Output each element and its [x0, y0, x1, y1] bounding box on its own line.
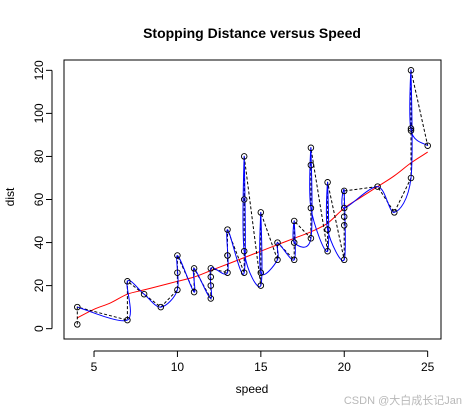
data-point: [157, 303, 165, 311]
x-tick-label: 25: [421, 360, 435, 374]
data-point: [324, 179, 331, 186]
data-point: [340, 187, 348, 195]
data-point: [391, 209, 398, 216]
trend-line: [77, 151, 428, 319]
data-point: [174, 252, 181, 259]
data-point: [224, 226, 231, 233]
data-point: [290, 256, 298, 264]
y-axis-label: dist: [3, 187, 17, 206]
watermark: CSDN @大白成长记Jan: [344, 393, 462, 407]
data-point: [190, 288, 198, 296]
data-point: [74, 321, 81, 328]
data-point: [340, 256, 348, 264]
data-point: [207, 295, 215, 302]
data-point: [190, 265, 198, 272]
data-point: [240, 153, 248, 160]
x-tick-label: 5: [91, 360, 98, 374]
data-point: [340, 204, 348, 212]
axes-layer: 5 10 15 20 25 0 20 40 60 80 100 120: [32, 60, 435, 374]
data-point: [407, 127, 415, 134]
x-tick-label: 15: [254, 360, 268, 374]
data-point: [257, 269, 265, 276]
data-point: [140, 290, 148, 298]
data-point: [290, 217, 298, 225]
data-point: [124, 316, 131, 324]
y-tick-label: 100: [32, 103, 46, 123]
data-point: [240, 247, 248, 255]
x-axis-label: speed: [236, 382, 269, 396]
data-point: [207, 282, 215, 289]
y-tick-label: 40: [32, 236, 46, 250]
data-point: [340, 213, 348, 220]
data-point: [240, 269, 248, 276]
data-point: [240, 196, 248, 203]
data-point: [207, 273, 215, 281]
data-point: [307, 235, 315, 242]
data-point: [407, 125, 415, 132]
data-point: [307, 204, 315, 212]
points-layer: [74, 67, 431, 328]
data-point: [274, 239, 281, 246]
data-point: [407, 174, 415, 182]
data-point: [307, 144, 315, 152]
y-tick-label: 80: [32, 149, 46, 163]
data-point: [424, 142, 431, 149]
data-point: [407, 67, 415, 74]
x-tick-label: 20: [338, 360, 352, 374]
data-point: [174, 286, 181, 294]
data-point: [224, 269, 231, 276]
data-point: [207, 265, 215, 272]
y-tick-label: 0: [32, 325, 46, 332]
data-point: [274, 256, 281, 264]
x-tick-label: 10: [171, 360, 185, 374]
chart-title: Stopping Distance versus Speed: [143, 25, 361, 41]
data-point: [257, 209, 265, 216]
data-point: [224, 252, 231, 259]
y-tick-label: 120: [32, 60, 46, 80]
data-point: [174, 269, 181, 276]
data-point: [124, 278, 131, 285]
plot-frame: [63, 59, 442, 340]
data-point: [257, 282, 265, 289]
y-tick-label: 20: [32, 279, 46, 293]
data-point: [340, 222, 348, 229]
y-tick-label: 60: [32, 193, 46, 207]
data-point: [74, 303, 81, 311]
data-point: [307, 161, 315, 169]
data-point: [324, 226, 331, 233]
data-point: [290, 239, 298, 246]
data-point: [324, 247, 331, 255]
data-point: [374, 183, 381, 190]
red-trend-layer: [77, 151, 428, 319]
